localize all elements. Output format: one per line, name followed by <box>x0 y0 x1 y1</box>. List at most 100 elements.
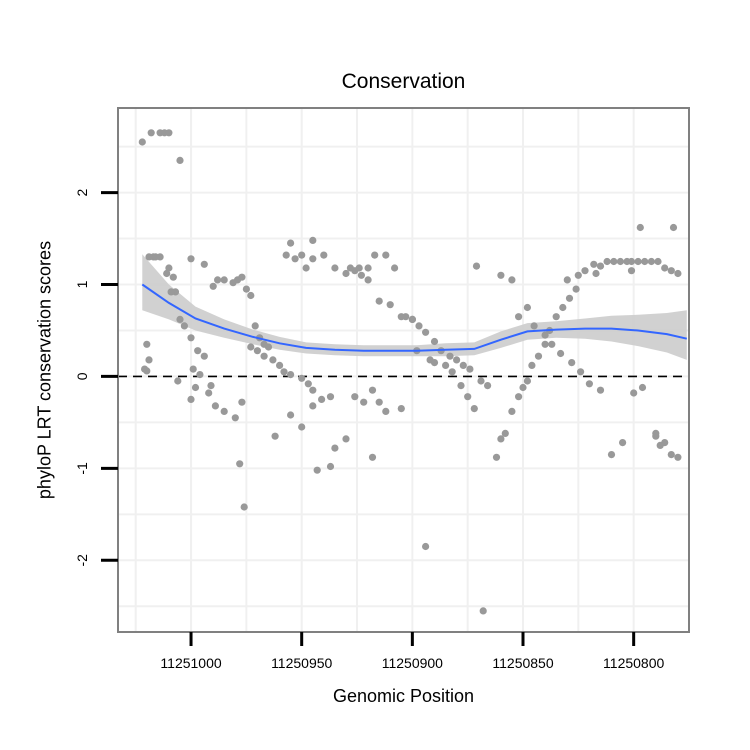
data-point <box>477 377 485 385</box>
x-tick-label: 11250850 <box>492 655 553 671</box>
data-point <box>568 359 576 367</box>
data-point <box>630 389 638 397</box>
data-point <box>592 269 600 278</box>
data-point <box>470 405 478 413</box>
data-point <box>264 343 273 351</box>
data-point <box>176 315 184 323</box>
data-point <box>189 365 197 373</box>
data-point <box>577 368 585 376</box>
data-point <box>145 356 153 364</box>
data-point <box>309 402 317 410</box>
data-point <box>472 262 481 270</box>
panel-border-layer <box>117 107 690 633</box>
data-point <box>280 368 288 376</box>
data-point <box>156 253 164 261</box>
loess-smooth-line <box>141 283 688 352</box>
data-point <box>276 361 284 369</box>
data-point <box>442 361 450 369</box>
data-point <box>318 395 326 403</box>
data-point <box>231 414 239 422</box>
data-point <box>619 439 627 447</box>
data-point <box>430 359 439 367</box>
data-point <box>242 285 250 293</box>
data-point <box>269 356 277 364</box>
confidence-ribbon-layer <box>142 254 687 360</box>
data-point <box>523 303 532 312</box>
data-point <box>165 264 173 272</box>
data-point <box>165 129 173 137</box>
data-point <box>552 313 560 321</box>
data-point <box>674 453 682 461</box>
y-tick-label: -1 <box>74 462 90 475</box>
data-point <box>205 389 213 397</box>
y-axis-label: phyloP LRT conservation scores <box>34 240 55 500</box>
data-point <box>641 257 649 266</box>
data-point <box>187 334 195 342</box>
data-point <box>574 271 582 279</box>
data-point <box>253 347 261 355</box>
data-point <box>291 255 299 263</box>
data-point <box>616 257 625 266</box>
data-point <box>194 347 202 355</box>
data-point <box>364 264 372 272</box>
data-point <box>408 315 416 323</box>
data-point <box>585 380 594 388</box>
data-point <box>607 451 616 459</box>
data-point <box>207 382 215 390</box>
data-point <box>464 393 472 401</box>
data-point <box>519 383 527 392</box>
data-point <box>364 276 372 284</box>
data-point <box>287 239 295 247</box>
data-point <box>355 264 363 272</box>
data-point <box>163 269 171 278</box>
data-point <box>590 260 598 268</box>
x-tick-label: 11250950 <box>271 655 332 671</box>
data-point <box>287 371 295 379</box>
data-point <box>302 264 310 272</box>
data-point <box>528 361 536 369</box>
data-point <box>466 365 474 373</box>
data-point <box>523 377 532 385</box>
data-point <box>238 398 246 406</box>
data-point <box>271 432 279 440</box>
data-point <box>382 251 390 259</box>
data-point <box>397 405 405 413</box>
axes: 11251000 11250950 11250900 11250850 11250800… <box>74 188 665 671</box>
data-point <box>200 260 208 268</box>
data-point <box>422 542 430 551</box>
data-point <box>453 356 461 364</box>
data-point <box>415 322 423 330</box>
data-point <box>187 395 195 403</box>
data-point <box>669 223 678 232</box>
data-point <box>661 264 669 272</box>
data-point <box>557 349 565 358</box>
data-point <box>391 264 399 272</box>
data-point <box>667 451 675 459</box>
data-point <box>479 607 487 615</box>
data-point <box>180 322 188 330</box>
data-point <box>326 462 335 471</box>
data-point <box>251 322 259 330</box>
data-point <box>667 267 675 275</box>
data-point <box>448 368 456 376</box>
data-point <box>247 343 255 351</box>
data-point <box>309 255 317 263</box>
data-point <box>147 129 155 137</box>
data-point <box>386 301 394 309</box>
data-point <box>320 251 328 259</box>
data-point <box>211 402 219 410</box>
data-point <box>214 276 222 284</box>
data-point <box>572 285 580 293</box>
x-axis-label: Genomic Position <box>332 686 475 706</box>
y-tick-label: 0 <box>74 372 90 380</box>
data-point <box>534 352 543 360</box>
y-tick-label: 2 <box>74 188 90 196</box>
data-point <box>371 251 379 259</box>
data-point <box>331 264 339 272</box>
data-point <box>298 251 306 259</box>
data-point <box>187 255 195 263</box>
y-tick-label: 1 <box>74 280 90 288</box>
x-tick-label: 11250800 <box>603 655 664 671</box>
data-point <box>191 383 200 392</box>
